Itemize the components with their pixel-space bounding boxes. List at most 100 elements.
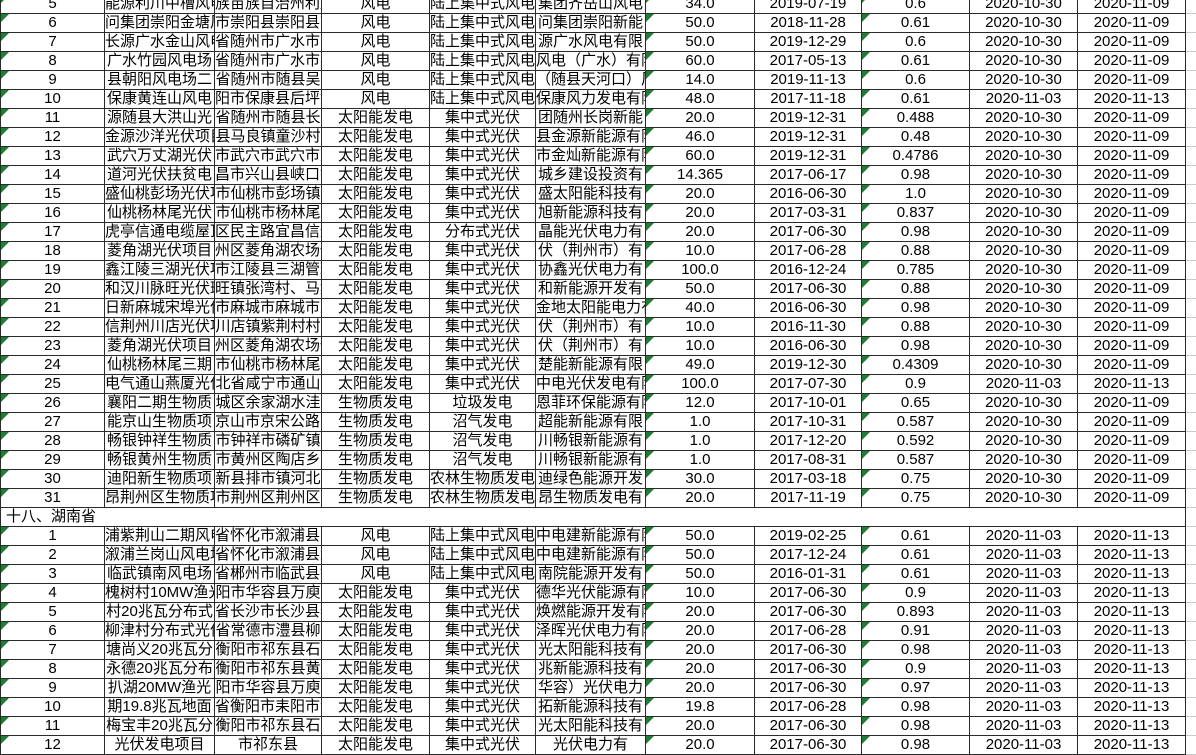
empty-gridline-cell[interactable] bbox=[1186, 508, 1196, 527]
cell-row-number[interactable]: 10 bbox=[0, 698, 105, 717]
cell-location[interactable]: 市仙桃市杨林尾 bbox=[215, 204, 322, 223]
cell-coefficient[interactable]: 0.48 bbox=[862, 128, 970, 147]
cell-company[interactable]: 拓新能源科技有 bbox=[536, 698, 646, 717]
cell-project-name[interactable]: 柳津村分布式光伏 bbox=[105, 622, 215, 641]
cell-power-type[interactable]: 风电 bbox=[322, 527, 430, 546]
cell-project-name[interactable]: 和汉川脉旺光伏班 bbox=[105, 280, 215, 299]
cell-location[interactable]: 省随州市广水市吴 bbox=[215, 52, 322, 71]
cell-project-name[interactable]: 昂荆州区生物质项 bbox=[105, 489, 215, 508]
cell-grid-date[interactable]: 2019-12-31 bbox=[755, 109, 862, 128]
cell-deadline-date[interactable]: 2020-11-09 bbox=[1078, 109, 1186, 128]
cell-power-subtype[interactable]: 集中式光伏 bbox=[430, 318, 536, 337]
cell-capacity-mw[interactable]: 20.0 bbox=[646, 679, 755, 698]
cell-power-type[interactable]: 太阳能发电 bbox=[322, 280, 430, 299]
cell-deadline-date[interactable]: 2020-11-09 bbox=[1078, 14, 1186, 33]
cell-deadline-date[interactable]: 2020-11-09 bbox=[1078, 356, 1186, 375]
cell-coefficient[interactable]: 0.98 bbox=[862, 736, 970, 755]
cell-grid-date[interactable]: 2019-12-29 bbox=[755, 33, 862, 52]
cell-coefficient[interactable]: 1.0 bbox=[862, 185, 970, 204]
cell-power-type[interactable]: 太阳能发电 bbox=[322, 223, 430, 242]
empty-gridline-cell[interactable] bbox=[1186, 242, 1196, 261]
cell-publish-date[interactable]: 2020-10-30 bbox=[970, 451, 1078, 470]
cell-row-number[interactable]: 15 bbox=[0, 185, 105, 204]
cell-row-number[interactable]: 4 bbox=[0, 584, 105, 603]
empty-gridline-cell[interactable] bbox=[1186, 584, 1196, 603]
cell-grid-date[interactable]: 2017-06-30 bbox=[755, 280, 862, 299]
cell-capacity-mw[interactable]: 50.0 bbox=[646, 565, 755, 584]
cell-company[interactable]: 焕燃能源开发有限 bbox=[536, 603, 646, 622]
cell-project-name[interactable]: 信荆州川店光伏项 bbox=[105, 318, 215, 337]
cell-deadline-date[interactable]: 2020-11-09 bbox=[1078, 147, 1186, 166]
cell-publish-date[interactable]: 2020-11-03 bbox=[970, 641, 1078, 660]
cell-project-name[interactable]: 日新麻城宋埠光伏 bbox=[105, 299, 215, 318]
cell-grid-date[interactable]: 2017-06-30 bbox=[755, 679, 862, 698]
cell-grid-date[interactable]: 2017-06-30 bbox=[755, 660, 862, 679]
cell-project-name[interactable]: 能源利川中槽风电 bbox=[105, 0, 215, 14]
cell-power-subtype[interactable]: 集中式光伏 bbox=[430, 280, 536, 299]
cell-grid-date[interactable]: 2017-06-17 bbox=[755, 166, 862, 185]
cell-power-type[interactable]: 风电 bbox=[322, 546, 430, 565]
cell-company[interactable]: 川畅银新能源有 bbox=[536, 432, 646, 451]
cell-power-type[interactable]: 太阳能发电 bbox=[322, 109, 430, 128]
cell-location[interactable]: 区民主路宜昌信通 bbox=[215, 223, 322, 242]
cell-deadline-date[interactable]: 2020-11-13 bbox=[1078, 679, 1186, 698]
cell-company[interactable]: 超能新能源有限 bbox=[536, 413, 646, 432]
cell-deadline-date[interactable]: 2020-11-09 bbox=[1078, 413, 1186, 432]
cell-location[interactable]: 州区菱角湖农场保 bbox=[215, 337, 322, 356]
cell-company[interactable]: 泽晖光伏电力有限 bbox=[536, 622, 646, 641]
cell-row-number[interactable]: 17 bbox=[0, 223, 105, 242]
cell-company[interactable]: 协鑫光伏电力有 bbox=[536, 261, 646, 280]
cell-power-type[interactable]: 生物质发电 bbox=[322, 432, 430, 451]
cell-power-type[interactable]: 生物质发电 bbox=[322, 394, 430, 413]
cell-publish-date[interactable]: 2020-10-30 bbox=[970, 33, 1078, 52]
cell-grid-date[interactable]: 2016-12-24 bbox=[755, 261, 862, 280]
cell-project-name[interactable]: 电气通山燕厦光伏 bbox=[105, 375, 215, 394]
cell-power-type[interactable]: 生物质发电 bbox=[322, 470, 430, 489]
cell-capacity-mw[interactable]: 1.0 bbox=[646, 432, 755, 451]
cell-capacity-mw[interactable]: 100.0 bbox=[646, 375, 755, 394]
cell-company[interactable]: 中电光伏发电有限 bbox=[536, 375, 646, 394]
empty-gridline-cell[interactable] bbox=[1186, 280, 1196, 299]
cell-capacity-mw[interactable]: 20.0 bbox=[646, 109, 755, 128]
cell-capacity-mw[interactable]: 10.0 bbox=[646, 318, 755, 337]
cell-coefficient[interactable]: 0.4786 bbox=[862, 147, 970, 166]
cell-capacity-mw[interactable]: 20.0 bbox=[646, 185, 755, 204]
cell-grid-date[interactable]: 2017-06-30 bbox=[755, 736, 862, 755]
cell-power-type[interactable]: 太阳能发电 bbox=[322, 242, 430, 261]
cell-publish-date[interactable]: 2020-11-03 bbox=[970, 622, 1078, 641]
cell-company[interactable]: 光太阳能科技有 bbox=[536, 717, 646, 736]
cell-project-name[interactable]: 鑫江陵三湖光伏项 bbox=[105, 261, 215, 280]
cell-coefficient[interactable]: 0.98 bbox=[862, 337, 970, 356]
cell-deadline-date[interactable]: 2020-11-09 bbox=[1078, 166, 1186, 185]
cell-coefficient[interactable]: 0.88 bbox=[862, 242, 970, 261]
cell-location[interactable]: 阳市保康县后坪镇 bbox=[215, 90, 322, 109]
cell-publish-date[interactable]: 2020-10-30 bbox=[970, 394, 1078, 413]
cell-deadline-date[interactable]: 2020-11-13 bbox=[1078, 641, 1186, 660]
cell-capacity-mw[interactable]: 10.0 bbox=[646, 584, 755, 603]
cell-company[interactable]: 城乡建设投资有 bbox=[536, 166, 646, 185]
cell-project-name[interactable]: 菱角湖光伏项目 bbox=[105, 242, 215, 261]
cell-capacity-mw[interactable]: 19.8 bbox=[646, 698, 755, 717]
cell-coefficient[interactable]: 0.4309 bbox=[862, 356, 970, 375]
cell-company[interactable]: （随县天河口）风 bbox=[536, 71, 646, 90]
cell-company[interactable]: 迪绿色能源开发 bbox=[536, 470, 646, 489]
cell-location[interactable]: 市仙桃市彭场镇 bbox=[215, 185, 322, 204]
cell-power-type[interactable]: 太阳能发电 bbox=[322, 128, 430, 147]
cell-project-name[interactable]: 塘尚义20兆瓦分 bbox=[105, 641, 215, 660]
cell-power-type[interactable]: 太阳能发电 bbox=[322, 147, 430, 166]
cell-project-name[interactable]: 仙桃杨林尾三期 bbox=[105, 356, 215, 375]
cell-power-subtype[interactable]: 沼气发电 bbox=[430, 432, 536, 451]
cell-power-subtype[interactable]: 集中式光伏 bbox=[430, 375, 536, 394]
cell-company[interactable]: 楚能新能源有限 bbox=[536, 356, 646, 375]
cell-coefficient[interactable]: 0.893 bbox=[862, 603, 970, 622]
cell-power-subtype[interactable]: 陆上集中式风电 bbox=[430, 546, 536, 565]
cell-power-type[interactable]: 太阳能发电 bbox=[322, 717, 430, 736]
cell-grid-date[interactable]: 2017-12-20 bbox=[755, 432, 862, 451]
cell-publish-date[interactable]: 2020-10-30 bbox=[970, 0, 1078, 14]
cell-company[interactable]: 市金灿新能源有限 bbox=[536, 147, 646, 166]
cell-coefficient[interactable]: 0.98 bbox=[862, 641, 970, 660]
cell-power-subtype[interactable]: 集中式光伏 bbox=[430, 356, 536, 375]
empty-gridline-cell[interactable] bbox=[1186, 565, 1196, 584]
cell-coefficient[interactable]: 0.9 bbox=[862, 375, 970, 394]
cell-row-number[interactable]: 23 bbox=[0, 337, 105, 356]
